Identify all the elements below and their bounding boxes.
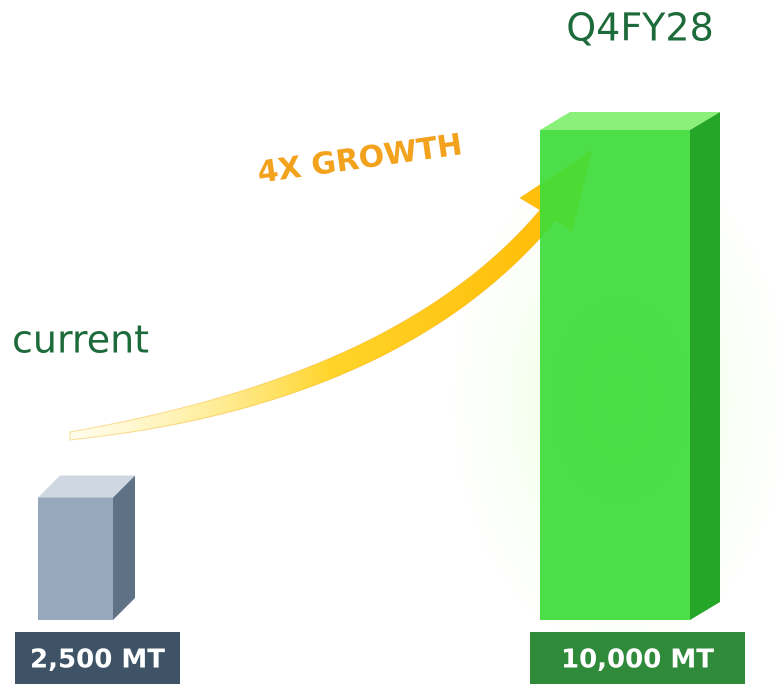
bar-top (540, 112, 720, 130)
value-label: 10,000 MT (561, 645, 714, 675)
value-label: 2,500 MT (30, 645, 165, 675)
chart: 4X GROWTH 2,500 MT current 10,000 MT Q4FY28 (0, 0, 779, 684)
growth-annotation: 4X GROWTH (255, 127, 464, 190)
bar-side (113, 476, 135, 621)
bar-side (690, 112, 720, 620)
bar (540, 130, 690, 620)
bar (38, 498, 113, 621)
category-label: current (12, 318, 149, 362)
category-label: Q4FY28 (566, 6, 714, 50)
